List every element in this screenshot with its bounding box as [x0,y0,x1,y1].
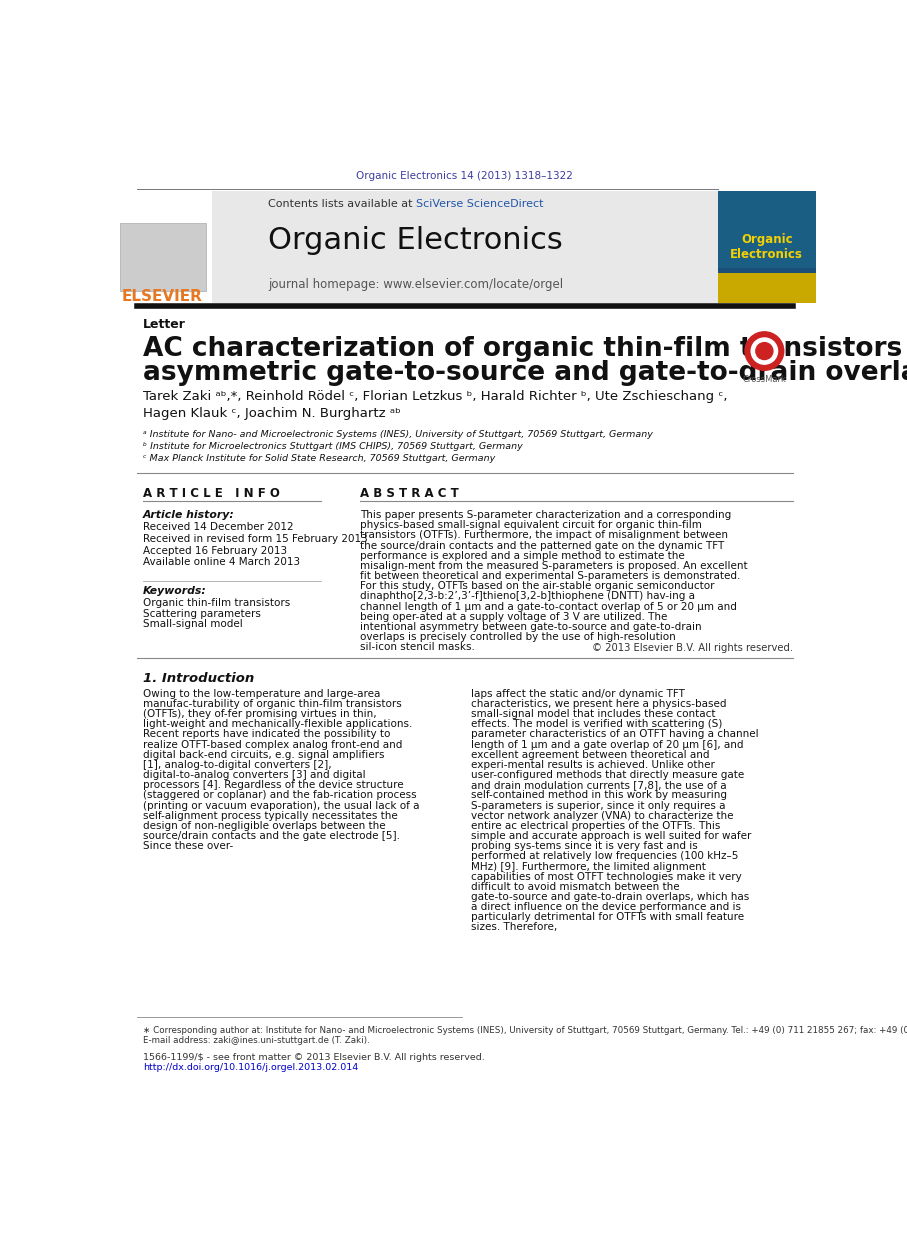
Text: self-alignment process typically necessitates the: self-alignment process typically necessi… [142,811,397,821]
Text: Organic Electronics: Organic Electronics [268,227,563,255]
Text: overlaps is precisely controlled by the use of high-resolution: overlaps is precisely controlled by the … [360,633,676,643]
Text: channel length of 1 μm and a gate-to-contact overlap of 5 or 20 μm and: channel length of 1 μm and a gate-to-con… [360,602,736,612]
Text: Received 14 December 2012: Received 14 December 2012 [142,522,294,532]
Text: physics-based small-signal equivalent circuit for organic thin-film: physics-based small-signal equivalent ci… [360,520,702,530]
Text: laps affect the static and/or dynamic TFT: laps affect the static and/or dynamic TF… [472,688,686,698]
Text: ∗ Corresponding author at: Institute for Nano- and Microelectronic Systems (INES: ∗ Corresponding author at: Institute for… [142,1026,907,1035]
Text: ᶜ Max Planck Institute for Solid State Research, 70569 Stuttgart, Germany: ᶜ Max Planck Institute for Solid State R… [142,453,495,463]
Bar [717,274,816,302]
Text: and drain modulation currents [7,8], the use of a: and drain modulation currents [7,8], the… [472,780,727,790]
Text: Organic thin-film transistors: Organic thin-film transistors [142,598,290,608]
Text: CrossMark: CrossMark [743,375,786,384]
Text: Letter: Letter [142,318,186,331]
Text: (OTFTs), they of-fer promising virtues in thin,: (OTFTs), they of-fer promising virtues i… [142,709,376,719]
Text: excellent agreement between theoretical and: excellent agreement between theoretical … [472,750,710,760]
Text: light-weight and mechanically-flexible applications.: light-weight and mechanically-flexible a… [142,719,412,729]
Circle shape [745,332,784,370]
Text: misalign-ment from the measured S-parameters is proposed. An excellent: misalign-ment from the measured S-parame… [360,561,747,571]
Text: sizes. Therefore,: sizes. Therefore, [472,922,558,932]
Text: processors [4]. Regardless of the device structure: processors [4]. Regardless of the device… [142,780,404,790]
Circle shape [751,338,777,364]
Text: manufac-turability of organic thin-film transistors: manufac-turability of organic thin-film … [142,699,402,709]
Text: Scattering parameters: Scattering parameters [142,609,260,619]
Text: ELSEVIER: ELSEVIER [122,288,202,303]
Text: vector network analyzer (VNA) to characterize the: vector network analyzer (VNA) to charact… [472,811,734,821]
Text: Organic
Electronics: Organic Electronics [730,233,803,261]
Text: effects. The model is verified with scattering (S): effects. The model is verified with scat… [472,719,723,729]
Text: transistors (OTFTs). Furthermore, the impact of misalignment between: transistors (OTFTs). Furthermore, the im… [360,530,727,541]
Text: gate-to-source and gate-to-drain overlaps, which has: gate-to-source and gate-to-drain overlap… [472,893,750,903]
Bar [717,191,816,302]
Text: dinaphtho[2,3-b:2’,3’-f]thieno[3,2-b]thiophene (DNTT) hav-ing a: dinaphtho[2,3-b:2’,3’-f]thieno[3,2-b]thi… [360,592,695,602]
Text: Article history:: Article history: [142,510,235,520]
Text: performance is explored and a simple method to estimate the: performance is explored and a simple met… [360,551,685,561]
Text: a direct influence on the device performance and is: a direct influence on the device perform… [472,903,741,912]
Text: AC characterization of organic thin-film transistors with: AC characterization of organic thin-film… [142,335,907,361]
Text: digital-to-analog converters [3] and digital: digital-to-analog converters [3] and dig… [142,770,366,780]
Text: Organic Electronics 14 (2013) 1318–1322: Organic Electronics 14 (2013) 1318–1322 [356,171,573,181]
Text: A R T I C L E   I N F O: A R T I C L E I N F O [142,487,279,500]
Text: parameter characteristics of an OTFT having a channel: parameter characteristics of an OTFT hav… [472,729,759,739]
Text: probing sys-tems since it is very fast and is: probing sys-tems since it is very fast a… [472,841,698,852]
Text: entire ac electrical properties of the OTFTs. This: entire ac electrical properties of the O… [472,821,721,831]
Circle shape [756,343,773,359]
Text: Recent reports have indicated the possibility to: Recent reports have indicated the possib… [142,729,390,739]
Text: user-configured methods that directly measure gate: user-configured methods that directly me… [472,770,745,780]
Text: S-parameters is superior, since it only requires a: S-parameters is superior, since it only … [472,801,726,811]
Text: simple and accurate approach is well suited for wafer: simple and accurate approach is well sui… [472,831,752,841]
Text: asymmetric gate-to-source and gate-to-drain overlaps: asymmetric gate-to-source and gate-to-dr… [142,360,907,386]
Text: Small-signal model: Small-signal model [142,619,242,629]
Text: the source/drain contacts and the patterned gate on the dynamic TFT: the source/drain contacts and the patter… [360,541,724,551]
Text: ᵇ Institute for Microelectronics Stuttgart (IMS CHIPS), 70569 Stuttgart, Germany: ᵇ Institute for Microelectronics Stuttga… [142,442,522,451]
Text: intentional asymmetry between gate-to-source and gate-to-drain: intentional asymmetry between gate-to-so… [360,621,701,631]
Text: particularly detrimental for OTFTs with small feature: particularly detrimental for OTFTs with … [472,912,745,922]
Text: Received in revised form 15 February 2013: Received in revised form 15 February 201… [142,534,367,543]
Text: Keywords:: Keywords: [142,587,207,597]
Text: journal homepage: www.elsevier.com/locate/orgel: journal homepage: www.elsevier.com/locat… [268,279,563,291]
Text: MHz) [9]. Furthermore, the limited alignment: MHz) [9]. Furthermore, the limited align… [472,862,707,872]
Text: sil-icon stencil masks.: sil-icon stencil masks. [360,643,474,652]
Text: fit between theoretical and experimental S-parameters is demonstrated.: fit between theoretical and experimental… [360,571,740,581]
Text: (printing or vacuum evaporation), the usual lack of a: (printing or vacuum evaporation), the us… [142,801,419,811]
Bar [212,191,717,302]
Text: 1566-1199/$ - see front matter © 2013 Elsevier B.V. All rights reserved.: 1566-1199/$ - see front matter © 2013 El… [142,1052,484,1062]
Text: difficult to avoid mismatch between the: difficult to avoid mismatch between the [472,881,680,891]
Text: ᵃ Institute for Nano- and Microelectronic Systems (INES), University of Stuttgar: ᵃ Institute for Nano- and Microelectroni… [142,431,653,439]
Text: Available online 4 March 2013: Available online 4 March 2013 [142,557,300,567]
Text: Accepted 16 February 2013: Accepted 16 February 2013 [142,546,287,556]
Text: Since these over-: Since these over- [142,841,233,852]
Text: Contents lists available at: Contents lists available at [268,199,415,209]
Text: source/drain contacts and the gate electrode [5].: source/drain contacts and the gate elect… [142,831,400,841]
Text: 1. Introduction: 1. Introduction [142,672,254,685]
Bar [113,191,212,302]
Text: Tarek Zaki ᵃᵇ,*, Reinhold Rödel ᶜ, Florian Letzkus ᵇ, Harald Richter ᵇ, Ute Zsch: Tarek Zaki ᵃᵇ,*, Reinhold Rödel ᶜ, Flori… [142,390,727,404]
Bar [120,223,206,291]
Text: This paper presents S-parameter characterization and a corresponding: This paper presents S-parameter characte… [360,510,731,520]
Text: For this study, OTFTs based on the air-stable organic semiconductor: For this study, OTFTs based on the air-s… [360,581,715,592]
Text: performed at relatively low frequencies (100 kHz–5: performed at relatively low frequencies … [472,852,739,862]
Text: small-signal model that includes these contact: small-signal model that includes these c… [472,709,716,719]
Text: experi-mental results is achieved. Unlike other: experi-mental results is achieved. Unlik… [472,760,716,770]
Text: characteristics, we present here a physics-based: characteristics, we present here a physi… [472,699,727,709]
Text: length of 1 μm and a gate overlap of 20 μm [6], and: length of 1 μm and a gate overlap of 20 … [472,739,744,749]
Text: http://dx.doi.org/10.1016/j.orgel.2013.02.014: http://dx.doi.org/10.1016/j.orgel.2013.0… [142,1063,358,1072]
Text: [1], analog-to-digital converters [2],: [1], analog-to-digital converters [2], [142,760,331,770]
Text: SciVerse ScienceDirect: SciVerse ScienceDirect [415,199,543,209]
Text: being oper-ated at a supply voltage of 3 V are utilized. The: being oper-ated at a supply voltage of 3… [360,612,668,621]
Text: design of non-negligible overlaps between the: design of non-negligible overlaps betwee… [142,821,385,831]
Text: A B S T R A C T: A B S T R A C T [360,487,459,500]
Text: digital back-end circuits, e.g. signal amplifiers: digital back-end circuits, e.g. signal a… [142,750,385,760]
Bar [717,191,816,267]
Text: E-mail address: zaki@ines.uni-stuttgart.de (T. Zaki).: E-mail address: zaki@ines.uni-stuttgart.… [142,1036,369,1045]
Text: capabilities of most OTFT technologies make it very: capabilities of most OTFT technologies m… [472,872,742,881]
Text: Owing to the low-temperature and large-area: Owing to the low-temperature and large-a… [142,688,380,698]
Text: self-contained method in this work by measuring: self-contained method in this work by me… [472,790,727,800]
Text: (staggered or coplanar) and the fab-rication process: (staggered or coplanar) and the fab-rica… [142,790,416,800]
Text: Hagen Klauk ᶜ, Joachim N. Burghartz ᵃᵇ: Hagen Klauk ᶜ, Joachim N. Burghartz ᵃᵇ [142,407,401,420]
Text: realize OTFT-based complex analog front-end and: realize OTFT-based complex analog front-… [142,739,402,749]
Text: © 2013 Elsevier B.V. All rights reserved.: © 2013 Elsevier B.V. All rights reserved… [592,643,793,652]
